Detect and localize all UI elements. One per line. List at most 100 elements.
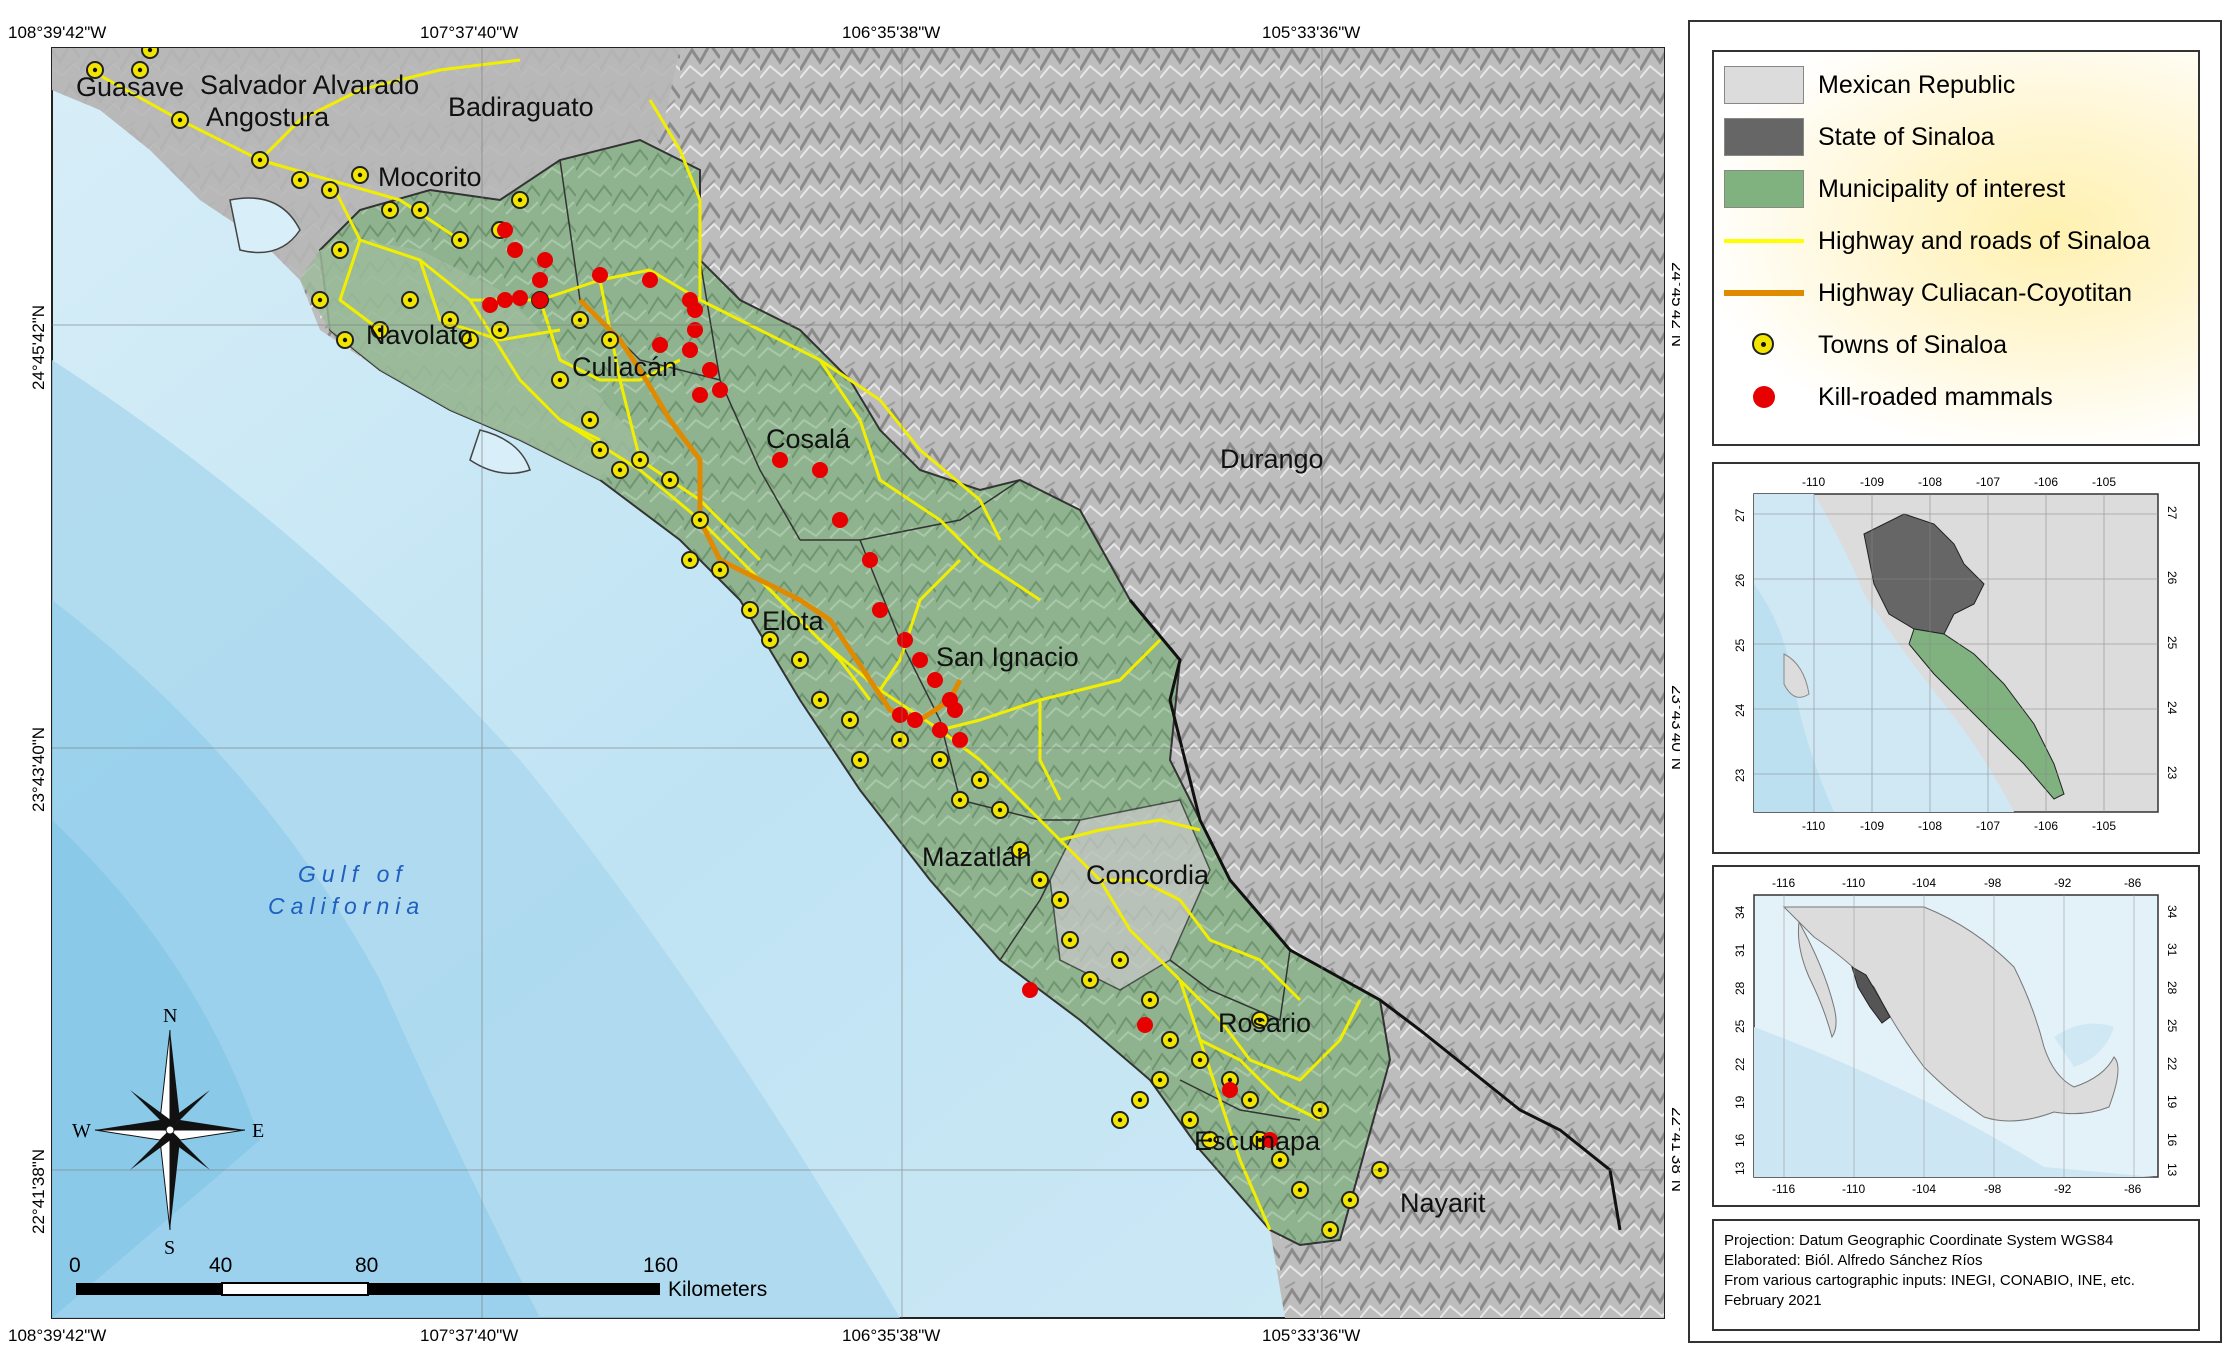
sea-label-line1: Gulf of [298,861,408,887]
town-marker [1291,1181,1309,1199]
kill-marker-icon [1753,386,1775,408]
town-marker [1031,871,1049,889]
kill-marker [497,292,513,308]
kill-marker [652,337,668,353]
legend-item-highway: Highway Culiacan-Coyotitan [1724,274,2132,312]
inset2-y-right-5: 22 [2165,1057,2179,1071]
inset2-y-right-6: 19 [2165,1095,2179,1109]
town-marker [491,321,509,339]
coord-right-1: 24°45'42"N [1668,262,1680,347]
inset1-x-top-1: -110 [1802,475,1825,489]
kill-marker [497,222,513,238]
inset1-x-top-5: -106 [2034,475,2058,489]
inset1-y-right-1: 27 [2165,506,2179,520]
kill-marker [832,512,848,528]
label-elota: Elota [762,606,825,636]
town-marker [591,441,609,459]
town-marker [441,311,459,329]
coord-top-2: 107°37'40"W [420,23,518,42]
town-marker [371,321,389,339]
inset1-x-bot-3: -108 [1918,819,1942,833]
inset1-x-top-6: -105 [2092,475,2116,489]
scale-unit: Kilometers [668,1278,767,1301]
scale-tick-80: 80 [355,1254,378,1277]
town-marker [601,331,619,349]
town-marker [791,651,809,669]
kill-marker [592,267,608,283]
inset2-y-right-4: 25 [2165,1019,2179,1033]
town-marker [141,48,159,59]
town-marker [611,461,629,479]
town-marker [1111,951,1129,969]
kill-marker [537,252,553,268]
legend-item-kills: Kill-roaded mammals [1724,378,2053,416]
label-concordia: Concordia [1086,860,1210,890]
legend-item-mexican-republic: Mexican Republic [1724,66,2015,104]
legend-label: Highway and roads of Sinaloa [1818,226,2151,255]
town-marker [1111,1111,1129,1129]
town-marker [951,791,969,809]
town-marker [461,331,479,349]
inset1-y-left-5: 23 [1733,768,1747,782]
credits-sources: From various cartographic inputs: INEGI,… [1724,1272,2135,1289]
kill-marker [907,712,923,728]
kill-marker [1262,1132,1278,1148]
town-marker [1311,1101,1329,1119]
credits-box: Projection: Datum Geographic Coordinate … [1712,1219,2200,1331]
town-marker [1241,1091,1259,1109]
right-panel: Mexican Republic State of Sinaloa Munici… [1688,20,2222,1343]
kill-marker [927,672,943,688]
legend: Mexican Republic State of Sinaloa Munici… [1712,50,2200,446]
label-mocorito: Mocorito [378,162,482,192]
coord-bottom-2: 107°37'40"W [420,1326,518,1345]
town-marker [1161,1031,1179,1049]
label-escuinapa: Escuinapa [1194,1126,1321,1156]
compass-rose: N S W E [72,1005,264,1259]
compass-e: E [252,1120,264,1142]
kill-marker [932,722,948,738]
kill-marker [947,702,963,718]
kill-marker [692,387,708,403]
mexican-republic-swatch [1724,66,1804,104]
kill-marker [682,342,698,358]
scale-tick-0: 0 [69,1254,81,1277]
town-marker [741,601,759,619]
kill-marker [1222,1082,1238,1098]
coord-left-1: 24°45'42"N [29,305,48,390]
compass-w: W [72,1120,91,1142]
label-nayarit: Nayarit [1400,1188,1486,1218]
towns-layer [86,48,1389,1239]
sea-label-line2: California [268,893,425,919]
kill-marker [532,272,548,288]
inset-sinaloa: -110 -109 -108 -107 -106 -105 -110 -109 … [1712,462,2200,854]
inset1-x-top-4: -107 [1976,475,2000,489]
inset2-x-top-5: -92 [2054,876,2072,890]
label-rosario: Rosario [1218,1008,1311,1038]
main-map: 108°39'42"W 107°37'40"W 106°35'38"W 105°… [8,23,1680,1345]
kill-marker [507,242,523,258]
inset1-y-left-3: 25 [1733,638,1747,652]
kill-marker [892,707,908,723]
label-durango: Durango [1220,444,1324,474]
inset2-x-bot-5: -92 [2054,1182,2072,1196]
inset2-x-bot-3: -104 [1912,1182,1936,1196]
inset2-y-right-8: 13 [2165,1163,2179,1177]
town-marker [451,231,469,249]
town-marker [1131,1091,1149,1109]
inset2-y-left-4: 25 [1733,1019,1747,1033]
town-marker [1081,971,1099,989]
legend-label: Mexican Republic [1818,70,2016,99]
coord-top-1: 108°39'42"W [8,23,106,42]
inset2-x-top-1: -116 [1772,876,1795,890]
inset1-y-left-2: 26 [1733,573,1747,587]
compass-s: S [164,1237,175,1259]
label-guasave: Guasave [76,72,184,102]
town-marker [581,411,599,429]
inset1-x-bot-6: -105 [2092,819,2116,833]
kill-marker [897,632,913,648]
inset2-x-bot-1: -116 [1772,1182,1795,1196]
credits-author: Elaborated: Biól. Alfredo Sánchez Ríos [1724,1252,1983,1269]
inset2-x-top-4: -98 [1984,876,2002,890]
town-marker [1321,1221,1339,1239]
legend-item-roads: Highway and roads of Sinaloa [1724,222,2150,260]
